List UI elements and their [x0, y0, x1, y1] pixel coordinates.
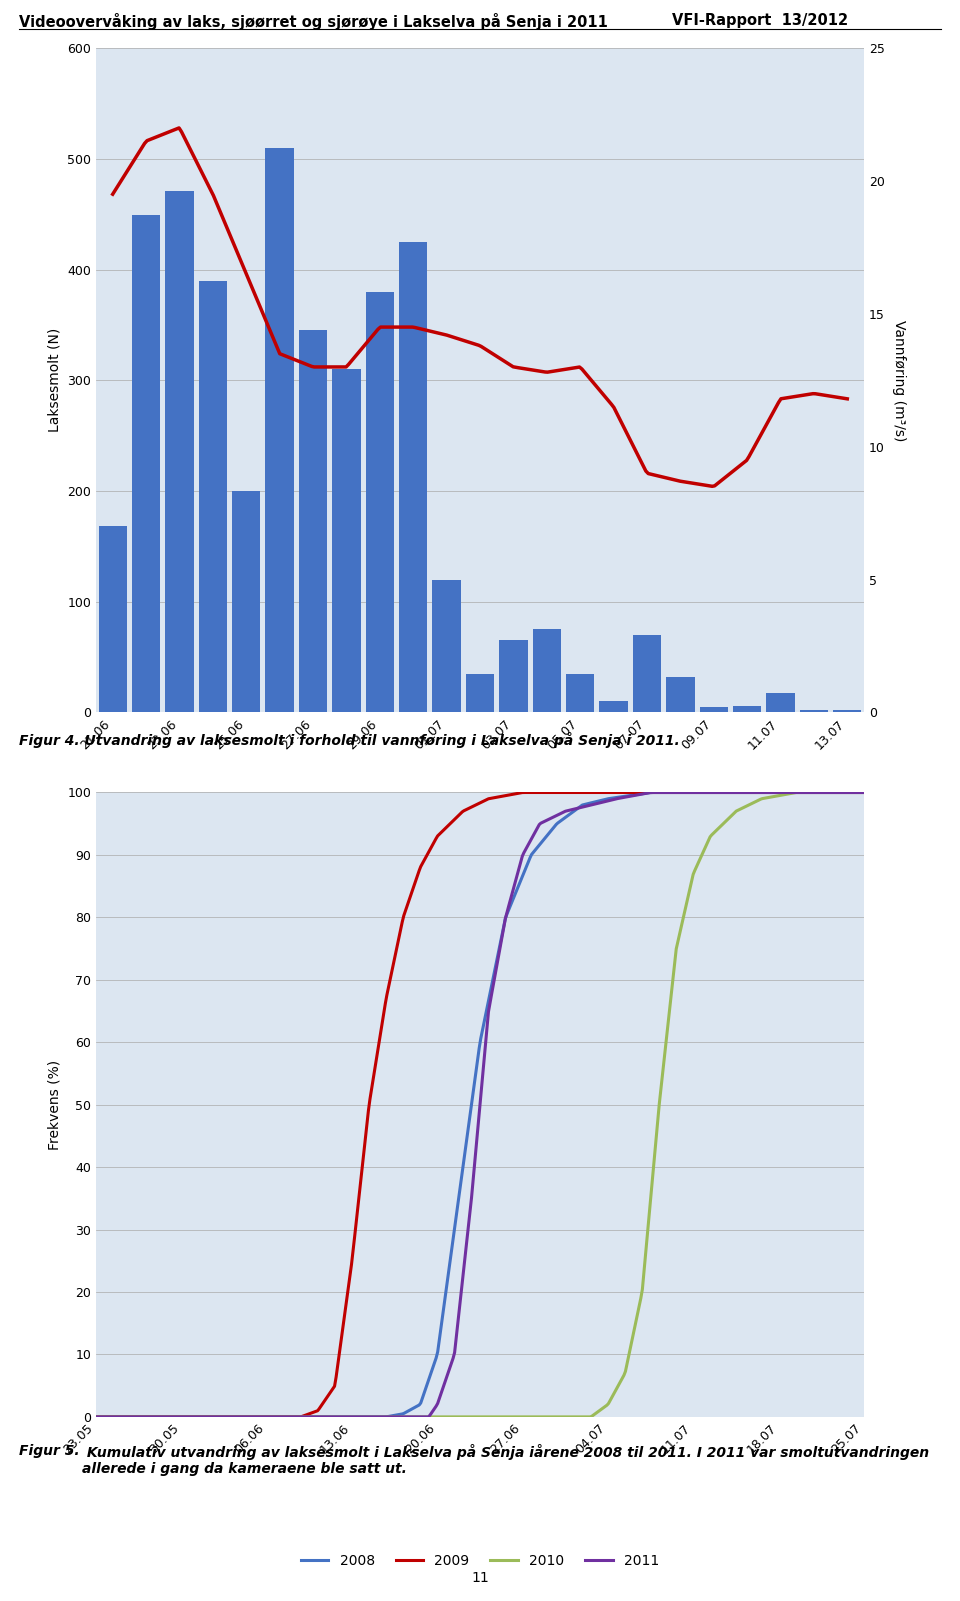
- Bar: [432, 580, 461, 712]
- Bar: [466, 674, 494, 712]
- Text: Figur 5.: Figur 5.: [19, 1444, 80, 1459]
- Bar: [266, 147, 294, 712]
- Text: VFI-Rapport  13/2012: VFI-Rapport 13/2012: [672, 13, 848, 27]
- Bar: [633, 636, 661, 712]
- Bar: [165, 191, 194, 712]
- Bar: [132, 215, 160, 712]
- Text: Figur 4. Utvandring av laksesmolt i forhold til vannføring i Lakselva på Senja i: Figur 4. Utvandring av laksesmolt i forh…: [19, 732, 680, 748]
- Legend: 2008, 2009, 2010, 2011: 2008, 2009, 2010, 2011: [295, 1548, 665, 1574]
- Bar: [299, 330, 327, 712]
- Bar: [800, 711, 828, 712]
- Bar: [533, 629, 561, 712]
- Bar: [232, 492, 260, 712]
- Bar: [700, 708, 728, 712]
- Bar: [666, 677, 694, 712]
- Text: Kumulativ utvandring av laksesmolt i Lakselva på Senja iårene 2008 til 2011. I 2: Kumulativ utvandring av laksesmolt i Lak…: [82, 1444, 928, 1476]
- Bar: [366, 291, 394, 712]
- Bar: [99, 527, 127, 712]
- Bar: [399, 242, 427, 712]
- Bar: [732, 706, 761, 712]
- Text: 11: 11: [471, 1571, 489, 1585]
- Legend: Laksesmolt, Vannføring: Laksesmolt, Vannføring: [236, 839, 493, 865]
- Bar: [499, 640, 528, 712]
- Text: Videoovervåking av laks, sjøørret og sjørøye i Lakselva på Senja i 2011: Videoovervåking av laks, sjøørret og sjø…: [19, 13, 608, 30]
- Y-axis label: Laksesmolt (N): Laksesmolt (N): [48, 328, 61, 432]
- Bar: [599, 701, 628, 712]
- Y-axis label: Vannføring (m³/s): Vannføring (m³/s): [892, 320, 905, 440]
- Bar: [566, 674, 594, 712]
- Bar: [199, 280, 228, 712]
- Bar: [766, 693, 795, 712]
- Bar: [332, 370, 361, 712]
- Bar: [833, 711, 861, 712]
- Y-axis label: Frekvens (%): Frekvens (%): [48, 1060, 61, 1150]
